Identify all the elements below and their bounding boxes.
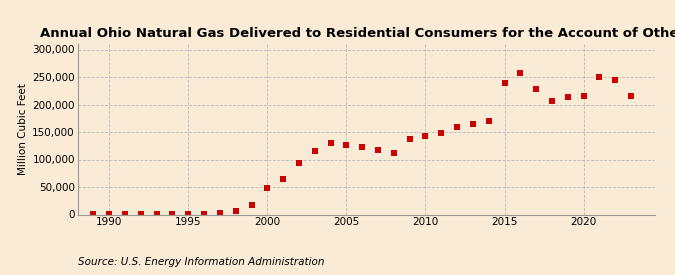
Text: Source: U.S. Energy Information Administration: Source: U.S. Energy Information Administ… [78,257,324,267]
Title: Annual Ohio Natural Gas Delivered to Residential Consumers for the Account of Ot: Annual Ohio Natural Gas Delivered to Res… [40,27,675,40]
Y-axis label: Million Cubic Feet: Million Cubic Feet [18,83,28,175]
